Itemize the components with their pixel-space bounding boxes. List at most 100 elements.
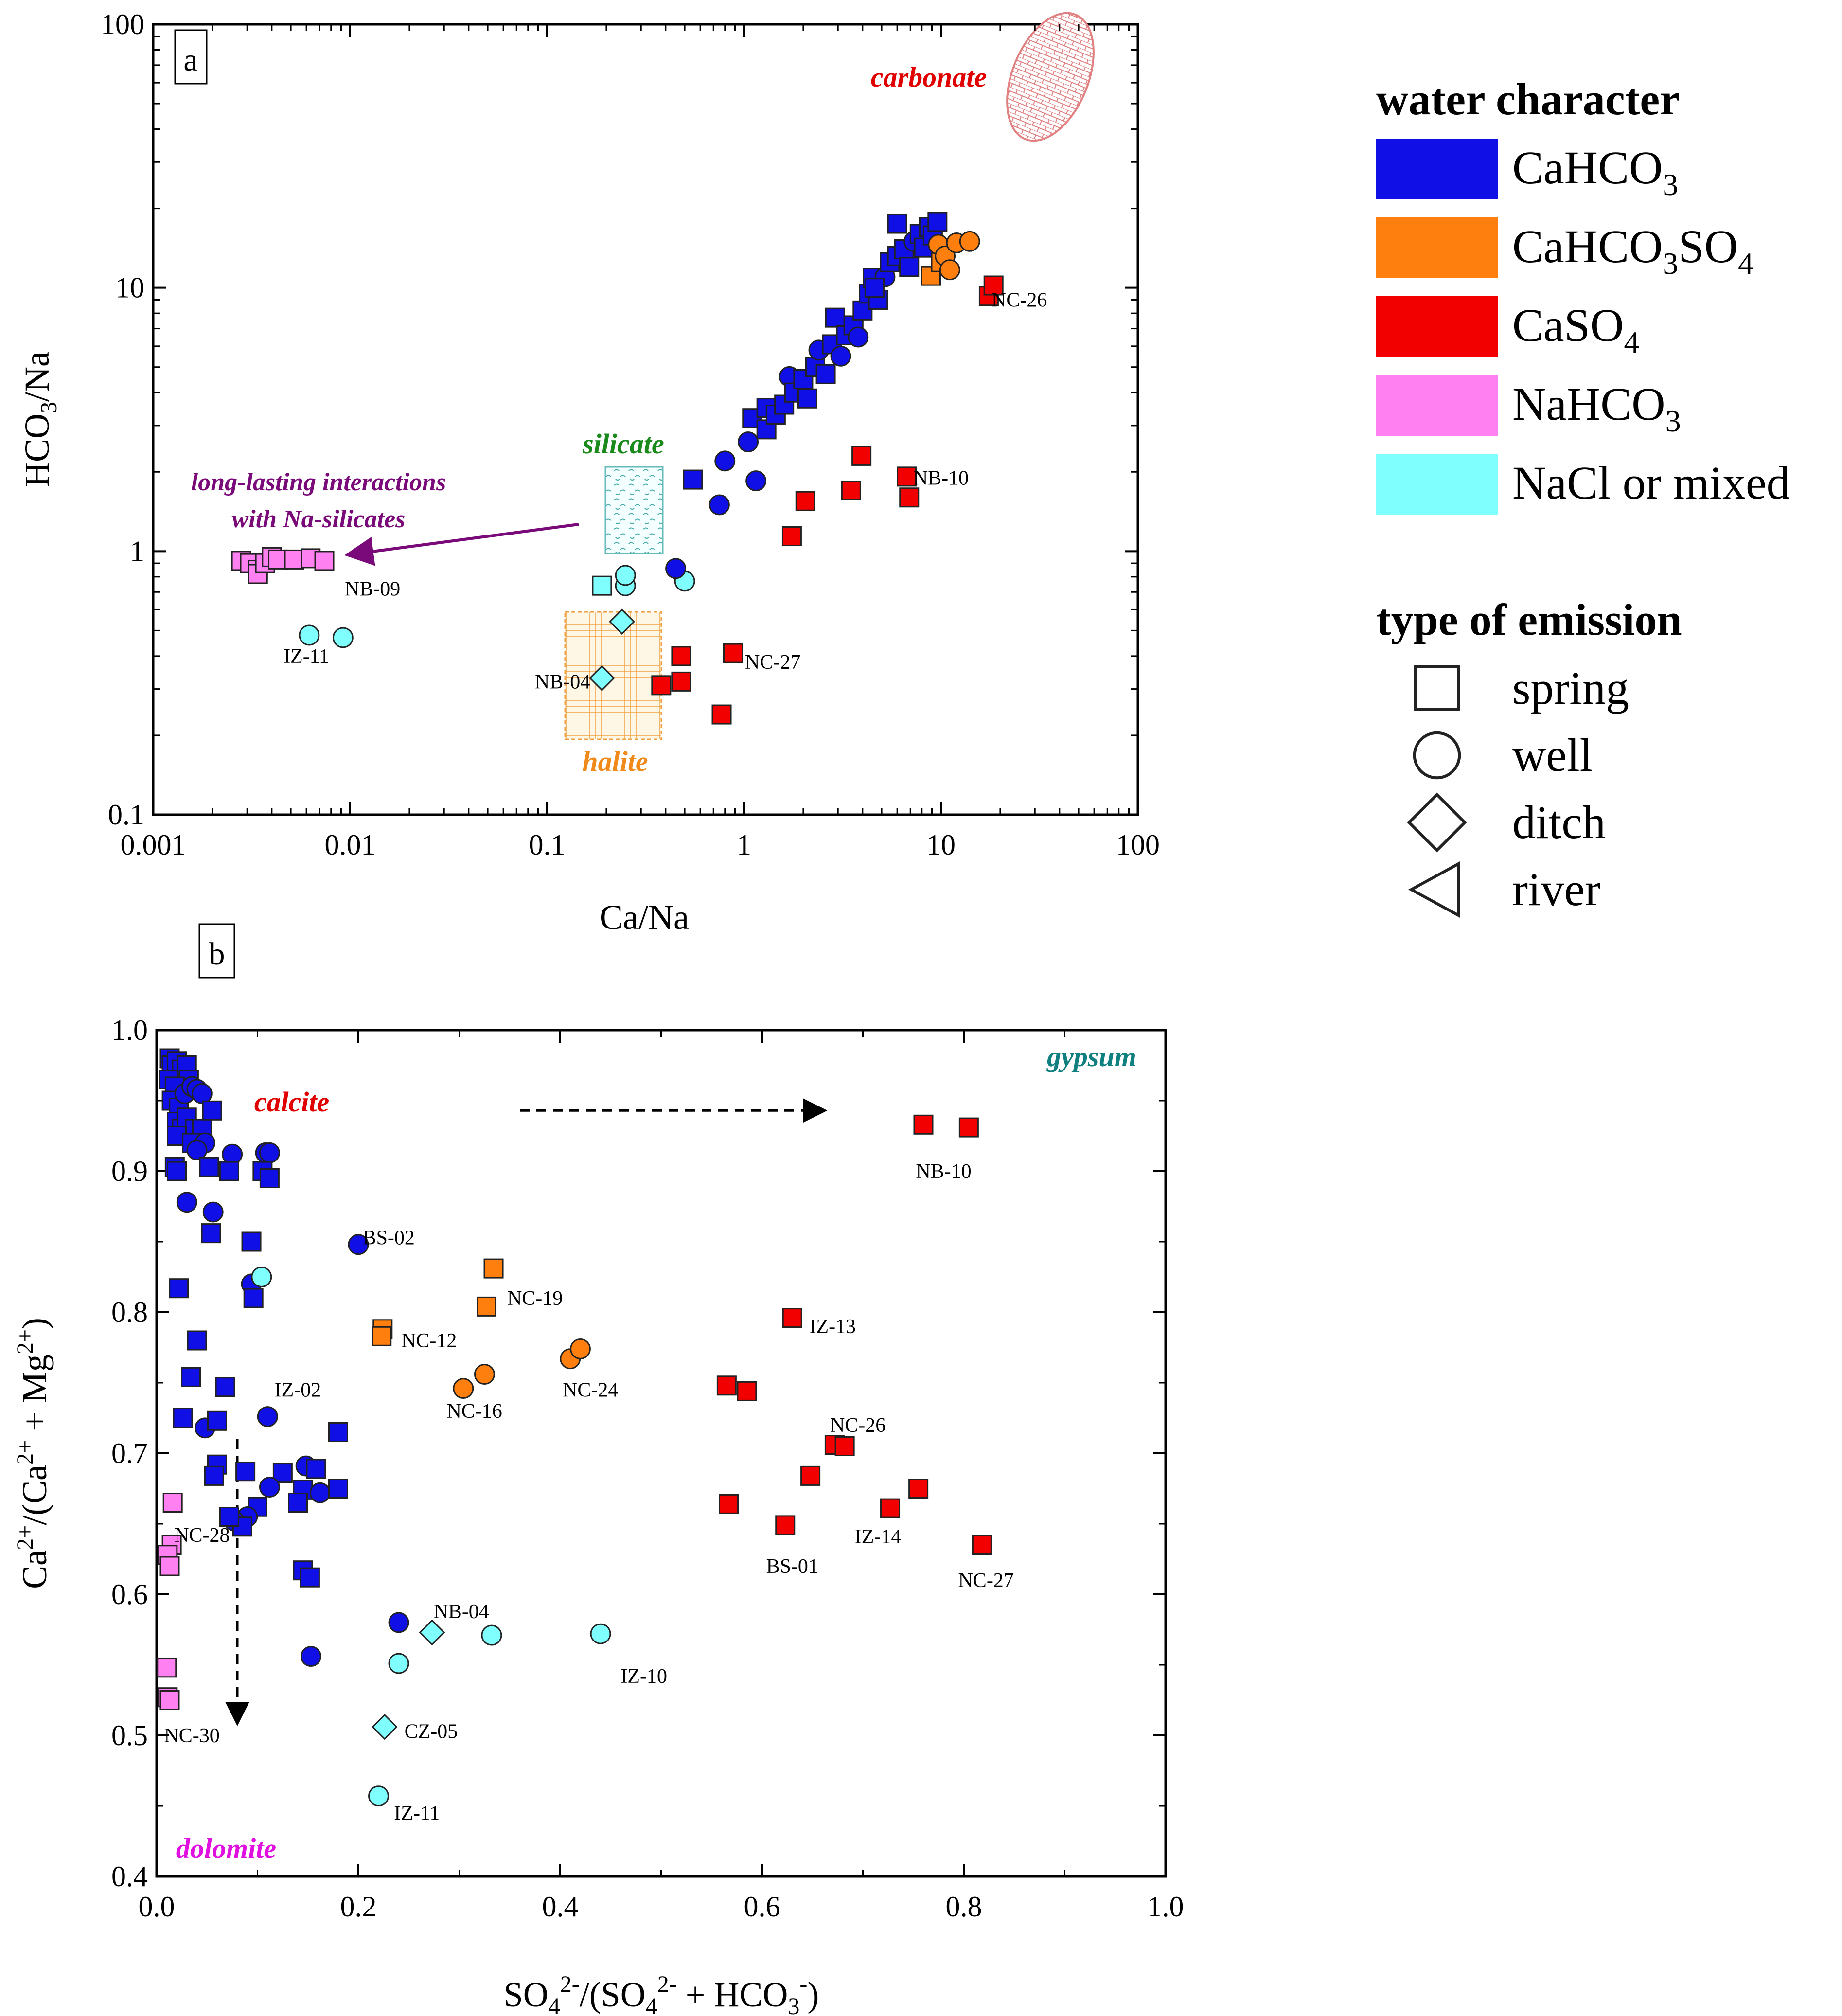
data-point bbox=[590, 1623, 611, 1644]
x-tick-label: 0.4 bbox=[542, 1891, 579, 1923]
data-point bbox=[609, 608, 635, 635]
dolomite-label: dolomite bbox=[176, 1833, 276, 1864]
panel-b-arrows bbox=[225, 1098, 828, 1726]
halite-region bbox=[564, 611, 662, 740]
data-point bbox=[207, 1410, 227, 1431]
y-tick-label: 0.7 bbox=[111, 1437, 148, 1469]
data-point bbox=[983, 275, 1004, 296]
legend-diamond-icon bbox=[1407, 792, 1467, 853]
data-point bbox=[219, 1161, 239, 1181]
point-label: CZ-05 bbox=[405, 1720, 458, 1743]
legend-swatch-NaHCO3 bbox=[1376, 375, 1498, 436]
point-label: BS-02 bbox=[363, 1227, 415, 1249]
data-point bbox=[830, 345, 851, 367]
panel-a-axes: 0.001 0.01 0.1 1 10 100 0.1 1 10 100 bbox=[101, 8, 1160, 861]
silicate-label: silicate bbox=[582, 428, 664, 460]
legend-emission-title: type of emission bbox=[1376, 595, 1682, 644]
data-point bbox=[372, 1326, 392, 1346]
data-point bbox=[241, 1231, 262, 1252]
point-label: NC-16 bbox=[446, 1400, 502, 1423]
data-point bbox=[719, 1494, 739, 1514]
panel-b-axes: 0.0 0.2 0.4 0.6 0.8 1.0 0.4 0.5 0.6 0.7 0.8 0.9 1.0 bbox=[111, 1014, 1184, 1923]
data-point bbox=[474, 1364, 495, 1385]
data-point bbox=[162, 1493, 183, 1513]
y-tick-label: 0.4 bbox=[111, 1860, 148, 1892]
point-label: NC-27 bbox=[745, 651, 800, 674]
data-point bbox=[199, 1157, 219, 1177]
legend-type-ditch: ditch bbox=[1512, 796, 1606, 848]
data-point bbox=[257, 1406, 278, 1427]
data-point bbox=[235, 1462, 256, 1482]
panel-a: carbonate silicate halite long-lasting i… bbox=[18, 8, 1160, 937]
data-point bbox=[825, 307, 845, 328]
data-point bbox=[737, 1381, 757, 1401]
data-point bbox=[665, 558, 687, 579]
data-point bbox=[419, 1619, 445, 1646]
data-point bbox=[738, 431, 759, 453]
panel-a-y-title: HCO3/Na bbox=[18, 351, 62, 487]
data-point bbox=[848, 326, 869, 348]
y-tick-label: 0.6 bbox=[111, 1578, 148, 1610]
data-point bbox=[774, 394, 795, 415]
data-point bbox=[453, 1378, 474, 1399]
point-label: NC-26 bbox=[992, 289, 1047, 311]
legend-label-CaSO4: CaSO4 bbox=[1512, 299, 1639, 359]
data-point bbox=[159, 1556, 180, 1576]
y-tick-label: 0.5 bbox=[111, 1719, 148, 1751]
point-label: IZ-02 bbox=[275, 1379, 321, 1402]
data-point bbox=[899, 487, 920, 508]
data-point bbox=[795, 491, 815, 511]
legend-label-NaClMixed: NaCl or mixed bbox=[1512, 457, 1790, 509]
legend-label-CaHCO3: CaHCO3 bbox=[1512, 142, 1678, 202]
y-tick-label: 0.1 bbox=[108, 799, 144, 831]
na-silicate-arrow bbox=[344, 523, 579, 566]
data-point bbox=[201, 1223, 221, 1244]
x-tick-label: 0.1 bbox=[529, 829, 566, 861]
point-label: IZ-11 bbox=[394, 1802, 440, 1825]
data-point bbox=[958, 1117, 979, 1138]
point-label: NC-24 bbox=[563, 1379, 618, 1402]
point-label: IZ-14 bbox=[855, 1526, 902, 1548]
point-label: IZ-13 bbox=[809, 1316, 856, 1338]
data-point bbox=[615, 565, 636, 586]
data-point bbox=[169, 1278, 189, 1299]
data-point bbox=[306, 1459, 326, 1479]
data-point bbox=[157, 1658, 177, 1678]
data-point bbox=[259, 1168, 280, 1188]
data-point bbox=[284, 549, 304, 570]
data-point bbox=[782, 1308, 802, 1328]
data-point bbox=[309, 1482, 331, 1503]
data-point bbox=[332, 627, 354, 648]
data-point bbox=[259, 1142, 280, 1163]
data-point bbox=[887, 214, 907, 234]
panel-a-plot-area bbox=[152, 23, 1139, 816]
data-point bbox=[589, 665, 615, 691]
data-point bbox=[181, 1367, 201, 1387]
data-point bbox=[939, 259, 960, 281]
data-point bbox=[864, 278, 885, 298]
data-point bbox=[204, 1465, 224, 1486]
data-point bbox=[972, 1535, 992, 1555]
x-tick-label: 0.2 bbox=[340, 1891, 377, 1923]
data-point bbox=[259, 1477, 280, 1498]
legend-water-character-title: water character bbox=[1376, 74, 1680, 124]
panel-b-tag bbox=[198, 923, 235, 979]
x-tick-label: 0.0 bbox=[139, 1891, 175, 1923]
y-tick-label: 1.0 bbox=[111, 1014, 148, 1046]
data-point bbox=[716, 1375, 737, 1396]
gypsum-label: gypsum bbox=[1046, 1041, 1136, 1072]
na-silicate-label-line1: long-lasting interactions bbox=[191, 468, 446, 496]
panel-b-points bbox=[157, 1048, 992, 1807]
data-point bbox=[481, 1624, 502, 1646]
panel-a-points bbox=[231, 212, 1004, 725]
legend: water character CaHCO3 CaHCO3SO4 CaSO4 NaHC… bbox=[1376, 74, 1790, 918]
silicate-region bbox=[604, 466, 664, 554]
legend-type-well: well bbox=[1512, 729, 1593, 781]
y-tick-label: 0.8 bbox=[111, 1296, 148, 1328]
data-point bbox=[186, 1140, 208, 1160]
legend-triangle-icon bbox=[1408, 861, 1460, 918]
point-label: NB-04 bbox=[535, 671, 590, 693]
point-label: NB-10 bbox=[913, 467, 969, 489]
panel-b-x-title: SO42-/(SO42- + HCO3-) bbox=[504, 1971, 819, 2016]
